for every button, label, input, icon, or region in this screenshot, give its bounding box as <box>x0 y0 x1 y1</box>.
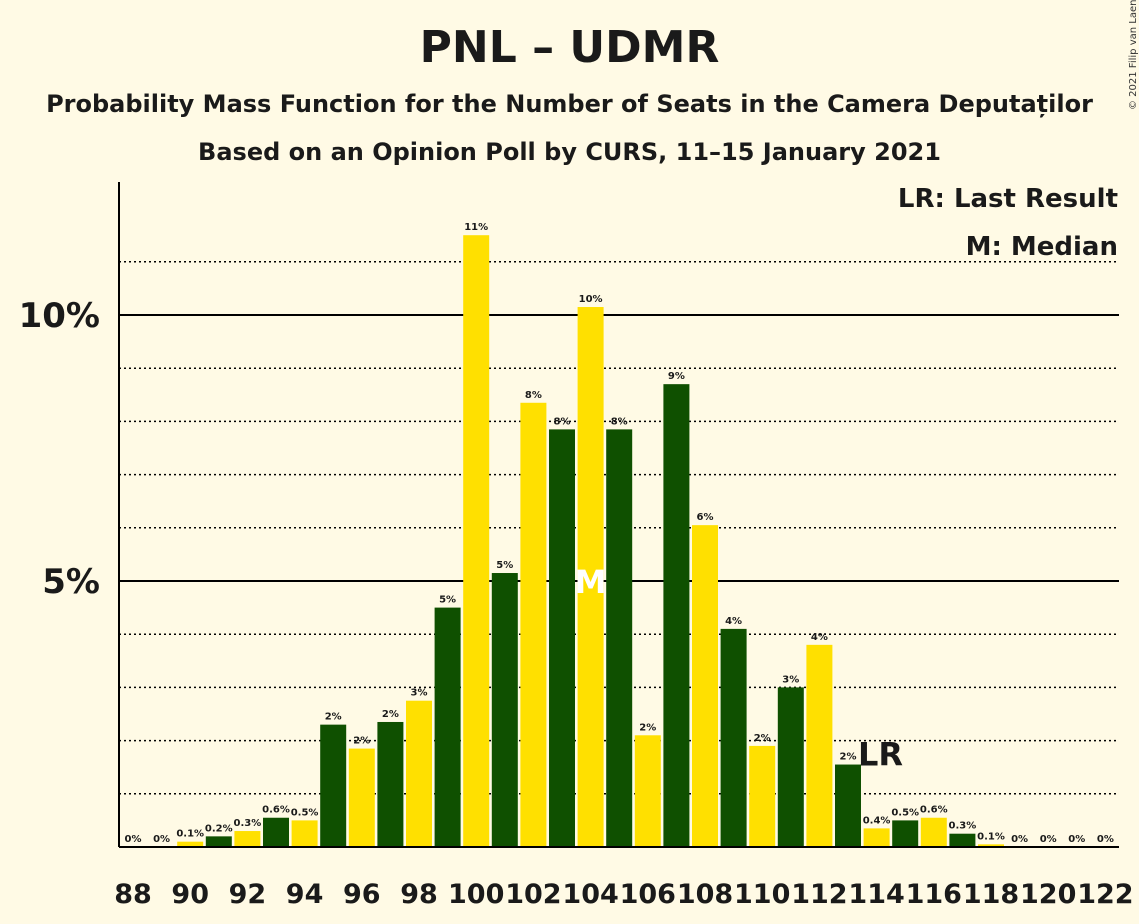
data-label-105: 8% <box>611 416 628 427</box>
bar-109 <box>720 628 747 847</box>
bar-106 <box>634 735 661 847</box>
bar-115 <box>892 820 919 847</box>
bar-95 <box>320 724 347 847</box>
x-tick-label: 102 <box>505 879 561 910</box>
legend-median: M: Median <box>965 232 1118 262</box>
bar-116 <box>920 817 947 847</box>
x-tick-label: 120 <box>1020 879 1076 910</box>
x-tick-label: 122 <box>1077 879 1133 910</box>
data-label-118: 0.1% <box>977 831 1005 842</box>
bar-114 <box>863 828 890 847</box>
chart-subtitle: Probability Mass Function for the Number… <box>46 90 1093 118</box>
x-tick-label: 118 <box>963 879 1019 910</box>
bar-117 <box>949 833 976 847</box>
x-tick-label: 100 <box>448 879 504 910</box>
data-label-94: 0.5% <box>291 807 319 818</box>
x-tick-label: 104 <box>562 879 618 910</box>
data-label-120: 0% <box>1040 834 1057 845</box>
x-tick-label: 92 <box>229 879 267 910</box>
data-label-103: 8% <box>554 416 571 427</box>
data-label-114: 0.4% <box>863 815 891 826</box>
bar-91 <box>205 836 232 847</box>
x-tick-label: 94 <box>286 879 324 910</box>
data-label-99: 5% <box>439 595 456 606</box>
chart-source-line: Based on an Opinion Poll by CURS, 11–15 … <box>198 138 941 166</box>
x-tick-label: 106 <box>620 879 676 910</box>
bar-92 <box>234 831 261 847</box>
x-tick-label: 108 <box>677 879 733 910</box>
data-label-93: 0.6% <box>262 805 290 816</box>
bar-99 <box>434 607 461 847</box>
bar-113 <box>835 764 861 847</box>
data-label-104: 10% <box>579 294 603 305</box>
data-label-97: 2% <box>382 709 399 720</box>
data-label-98: 3% <box>411 688 428 699</box>
data-label-90: 0.1% <box>176 829 204 840</box>
data-label-113: 2% <box>840 752 857 763</box>
data-label-116: 0.6% <box>920 805 948 816</box>
bar-98 <box>406 700 432 847</box>
bar-118 <box>978 844 1004 847</box>
bar-107 <box>663 384 690 847</box>
x-tick-label: 96 <box>343 879 381 910</box>
x-tick-label: 88 <box>114 879 152 910</box>
x-tick-label: 90 <box>171 879 209 910</box>
data-label-111: 3% <box>782 674 799 685</box>
data-label-106: 2% <box>639 722 656 733</box>
bar-112 <box>806 644 833 847</box>
data-label-119: 0% <box>1011 834 1028 845</box>
bar-97 <box>377 721 404 847</box>
y-tick-label: 10% <box>19 296 100 336</box>
bar-100 <box>463 235 490 847</box>
data-label-115: 0.5% <box>891 807 919 818</box>
bar-90 <box>177 841 204 847</box>
data-label-110: 2% <box>754 733 771 744</box>
data-label-122: 0% <box>1097 834 1114 845</box>
data-label-89: 0% <box>153 834 170 845</box>
x-tick-label: 112 <box>791 879 847 910</box>
bar-102 <box>520 402 547 847</box>
legend-last-result: LR: Last Result <box>897 184 1118 214</box>
bar-104 <box>577 307 604 847</box>
data-label-109: 4% <box>725 616 742 627</box>
x-tick-label: 110 <box>734 879 790 910</box>
bar-103 <box>549 429 575 847</box>
bar-110 <box>749 745 776 847</box>
bar-94 <box>291 820 318 847</box>
data-label-112: 4% <box>811 632 828 643</box>
bar-93 <box>263 817 289 847</box>
bar-96 <box>348 748 375 847</box>
data-label-107: 9% <box>668 371 685 382</box>
bar-111 <box>777 687 804 847</box>
data-label-101: 5% <box>496 560 513 571</box>
chart-title: PNL – UDMR <box>419 22 720 73</box>
data-label-88: 0% <box>125 834 142 845</box>
data-label-100: 11% <box>464 222 488 233</box>
bar-108 <box>692 525 718 847</box>
data-label-117: 0.3% <box>949 821 977 832</box>
data-label-108: 6% <box>697 512 714 523</box>
y-tick-label: 5% <box>42 562 100 602</box>
data-label-121: 0% <box>1068 834 1085 845</box>
median-marker: M <box>575 563 607 601</box>
bar-101 <box>491 573 518 847</box>
x-tick-label: 114 <box>848 879 904 910</box>
x-tick-label: 98 <box>400 879 438 910</box>
data-label-95: 2% <box>325 712 342 723</box>
last-result-marker: LR <box>858 736 903 774</box>
bar-105 <box>606 429 633 847</box>
data-label-91: 0.2% <box>205 823 233 834</box>
data-label-102: 8% <box>525 390 542 401</box>
data-label-96: 2% <box>353 736 370 747</box>
data-label-92: 0.3% <box>234 818 262 829</box>
x-tick-label: 116 <box>906 879 962 910</box>
